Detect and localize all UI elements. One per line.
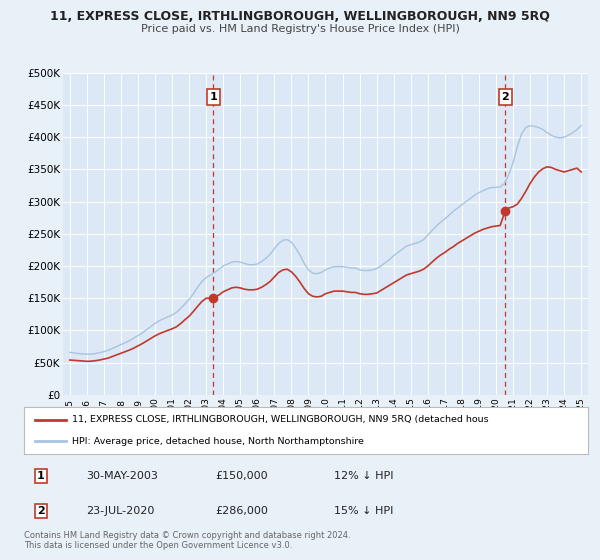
Text: 2: 2 <box>37 506 45 516</box>
Text: Price paid vs. HM Land Registry's House Price Index (HPI): Price paid vs. HM Land Registry's House … <box>140 24 460 34</box>
Text: 11, EXPRESS CLOSE, IRTHLINGBOROUGH, WELLINGBOROUGH, NN9 5RQ (detached hous: 11, EXPRESS CLOSE, IRTHLINGBOROUGH, WELL… <box>72 415 488 424</box>
Text: 12% ↓ HPI: 12% ↓ HPI <box>334 471 394 481</box>
Text: 15% ↓ HPI: 15% ↓ HPI <box>334 506 394 516</box>
Text: £286,000: £286,000 <box>216 506 269 516</box>
Text: 1: 1 <box>209 92 217 102</box>
Text: HPI: Average price, detached house, North Northamptonshire: HPI: Average price, detached house, Nort… <box>72 437 364 446</box>
Text: 23-JUL-2020: 23-JUL-2020 <box>86 506 154 516</box>
Text: 11, EXPRESS CLOSE, IRTHLINGBOROUGH, WELLINGBOROUGH, NN9 5RQ: 11, EXPRESS CLOSE, IRTHLINGBOROUGH, WELL… <box>50 10 550 23</box>
Text: This data is licensed under the Open Government Licence v3.0.: This data is licensed under the Open Gov… <box>24 541 292 550</box>
Text: £150,000: £150,000 <box>216 471 268 481</box>
Text: 1: 1 <box>37 471 45 481</box>
Text: Contains HM Land Registry data © Crown copyright and database right 2024.: Contains HM Land Registry data © Crown c… <box>24 531 350 540</box>
Text: 30-MAY-2003: 30-MAY-2003 <box>86 471 158 481</box>
Text: 2: 2 <box>502 92 509 102</box>
